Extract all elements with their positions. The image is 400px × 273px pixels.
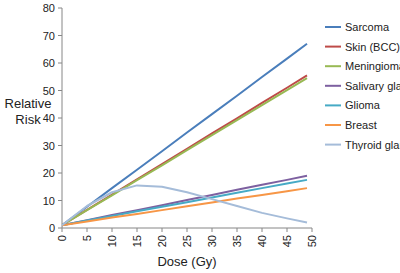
legend-swatch — [325, 65, 341, 67]
x-tick — [87, 228, 88, 232]
legend-swatch — [325, 46, 341, 48]
y-tick-label: 50 — [43, 85, 55, 97]
x-tick — [187, 228, 188, 232]
series-line — [62, 44, 307, 226]
series-line — [62, 78, 307, 225]
legend-swatch — [325, 144, 341, 146]
x-tick-label: 25 — [181, 235, 193, 247]
y-tick-label: 20 — [43, 167, 55, 179]
legend-swatch — [325, 85, 341, 87]
y-axis-label: RelativeRisk — [5, 96, 52, 127]
y-tick — [58, 8, 62, 9]
x-tick-label: 20 — [156, 235, 168, 247]
series-line — [62, 180, 307, 225]
legend-swatch — [325, 104, 341, 106]
y-tick-label: 10 — [43, 195, 55, 207]
y-tick — [58, 200, 62, 201]
x-tick — [162, 228, 163, 232]
y-tick — [58, 173, 62, 174]
x-tick — [62, 228, 63, 232]
legend-label: Sarcoma — [345, 21, 390, 33]
y-tick — [58, 35, 62, 36]
y-tick-label: 30 — [43, 140, 55, 152]
x-tick-label: 50 — [306, 235, 318, 247]
legend-label: Glioma — [345, 99, 381, 111]
y-tick — [58, 228, 62, 229]
x-tick-label: 35 — [231, 235, 243, 247]
chart: 0 10 20 30 40 50 60 70 80 0 5 10 15 20 25 30 35 40 45 50 Dos… — [0, 0, 400, 273]
x-tick-label: 5 — [81, 235, 93, 241]
plot-area — [62, 44, 307, 226]
y-tick-label: 40 — [43, 112, 55, 124]
legend-label: Thyroid gland — [345, 139, 400, 151]
legend-label: Breast — [345, 119, 377, 131]
y-tick-label: 0 — [49, 222, 55, 234]
y-tick — [58, 63, 62, 64]
legend-swatch — [325, 26, 341, 28]
x-tick — [237, 228, 238, 232]
series-line — [62, 185, 307, 225]
x-tick-label: 0 — [56, 235, 68, 241]
legend-label: Salivary gland — [345, 80, 400, 92]
x-tick — [137, 228, 138, 232]
series-line — [62, 75, 307, 225]
x-tick-label: 15 — [131, 235, 143, 247]
x-tick — [212, 228, 213, 232]
y-axis-label-line: Risk — [15, 112, 41, 127]
x-tick — [312, 228, 313, 232]
y-tick — [58, 145, 62, 146]
y-tick — [58, 90, 62, 91]
legend-label: Meningioma — [345, 60, 400, 72]
x-tick-label: 40 — [256, 235, 268, 247]
y-tick-label: 60 — [43, 57, 55, 69]
x-tick — [262, 228, 263, 232]
legend-swatch — [325, 124, 341, 126]
x-tick — [287, 228, 288, 232]
x-tick-label: 30 — [206, 235, 218, 247]
x-tick-label: 10 — [106, 235, 118, 247]
y-axis-label-line: Relative — [5, 96, 52, 111]
series-line — [62, 176, 307, 226]
y-tick — [58, 118, 62, 119]
y-tick-label: 80 — [43, 2, 55, 14]
series-line — [62, 188, 307, 225]
x-axis-label: Dose (Gy) — [157, 254, 216, 269]
x-tick — [112, 228, 113, 232]
y-tick-label: 70 — [43, 30, 55, 42]
legend-label: Skin (BCC) — [345, 41, 400, 53]
x-tick-label: 45 — [281, 235, 293, 247]
